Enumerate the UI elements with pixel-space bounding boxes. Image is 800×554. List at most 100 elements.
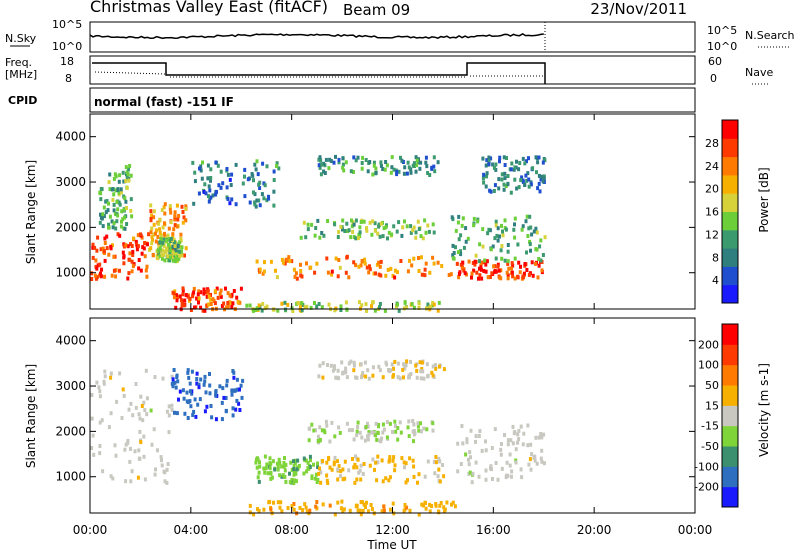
velocity-cell [416, 424, 420, 429]
power-cell [517, 260, 521, 265]
velocity-cell [129, 401, 133, 406]
power-cell [496, 226, 500, 231]
velocity-cell [140, 404, 144, 408]
power-cell [136, 244, 140, 249]
velocity-cell [276, 467, 280, 472]
velocity-cell [205, 404, 209, 409]
velocity-cell [516, 440, 520, 445]
velocity-cell [392, 373, 395, 378]
power-cell [515, 186, 519, 191]
power-cell [112, 268, 116, 273]
velocity-cell [333, 512, 337, 517]
power-cell [158, 240, 162, 245]
power-cell [316, 218, 320, 223]
power-cell [384, 273, 388, 278]
power-cell [253, 162, 257, 167]
power-cell [114, 188, 118, 193]
power-cell [91, 255, 95, 260]
power-cell [478, 242, 482, 247]
velocity-cell [214, 389, 218, 394]
power-cell [337, 229, 341, 234]
power-cell [276, 308, 280, 313]
power-cell [425, 164, 429, 169]
power-cell [436, 260, 440, 265]
velocity-cell [542, 432, 546, 437]
velocity-cell [199, 377, 203, 382]
velocity-cell [172, 368, 176, 372]
velocity-cell [297, 463, 301, 468]
velocity-cell [368, 463, 372, 468]
power-cell [497, 186, 501, 191]
power-cell [96, 235, 100, 240]
power-cell [156, 248, 160, 253]
power-cell [517, 167, 521, 172]
power-cell [149, 203, 153, 208]
power-cell [172, 227, 176, 232]
velocity-cell [514, 447, 518, 452]
velocity-cell [321, 375, 325, 380]
power-cell [176, 295, 179, 300]
power-cell [358, 234, 362, 238]
velocity-cell [162, 469, 166, 474]
velocity-cell [177, 397, 180, 402]
velocity-cell [484, 468, 488, 473]
power-cell [515, 159, 518, 164]
power-cell [103, 236, 107, 241]
velocity-cell [186, 400, 190, 405]
velocity-cell [376, 454, 380, 459]
velocity-cell [232, 370, 236, 375]
power-cell [377, 260, 381, 265]
power-cell [285, 257, 289, 262]
velocity-cell [152, 427, 156, 432]
power-cell [482, 172, 486, 177]
velocity-cell [339, 469, 343, 474]
velocity-cell [363, 438, 367, 443]
power-cell [228, 177, 232, 182]
velocity-cell [409, 359, 412, 364]
power-cell [428, 173, 432, 177]
power-cell [104, 210, 108, 215]
time-x-axis: 00:00 04:00 08:00 12:00 16:00 20:00 00:00 [73, 114, 712, 537]
velocity-cell [195, 381, 199, 386]
power-cell [95, 275, 99, 280]
power-cell [274, 268, 277, 273]
colorbar-segment [722, 156, 738, 176]
velocity-cell [431, 373, 435, 378]
velocity-cell [186, 368, 190, 373]
power-cell [496, 238, 500, 243]
power-cell [498, 159, 501, 164]
y-tick-label: 2000 [55, 220, 86, 234]
power-cell [120, 209, 124, 214]
colorbar-tick-label: 12 [705, 228, 719, 241]
power-cell [408, 258, 411, 263]
nsky-trace [89, 33, 544, 40]
velocity-cell [173, 410, 176, 415]
velocity-cell [526, 423, 530, 428]
velocity-cell [465, 437, 469, 442]
power-cell [360, 166, 364, 171]
power-cell [179, 232, 183, 237]
power-cell [171, 250, 175, 255]
power-cell [272, 178, 276, 182]
power-cell [162, 243, 166, 248]
velocity-cell [170, 408, 174, 412]
power-cell [203, 308, 207, 313]
power-cell [205, 294, 209, 299]
power-cell [528, 214, 532, 219]
power-cell [149, 246, 153, 251]
power-cell [168, 245, 172, 250]
velocity-cell [499, 447, 503, 452]
power-cell [341, 218, 345, 223]
power-cell [184, 293, 188, 297]
power-cell [395, 270, 399, 275]
power-cell [225, 305, 229, 310]
velocity-cell [235, 387, 239, 392]
power-cell [170, 244, 174, 249]
velocity-cell [514, 460, 518, 465]
power-cell [184, 246, 188, 251]
velocity-cell [239, 383, 243, 388]
power-cell [372, 160, 376, 165]
velocity-cell [380, 509, 384, 514]
velocity-cell [161, 376, 165, 381]
velocity-cell [425, 362, 429, 367]
